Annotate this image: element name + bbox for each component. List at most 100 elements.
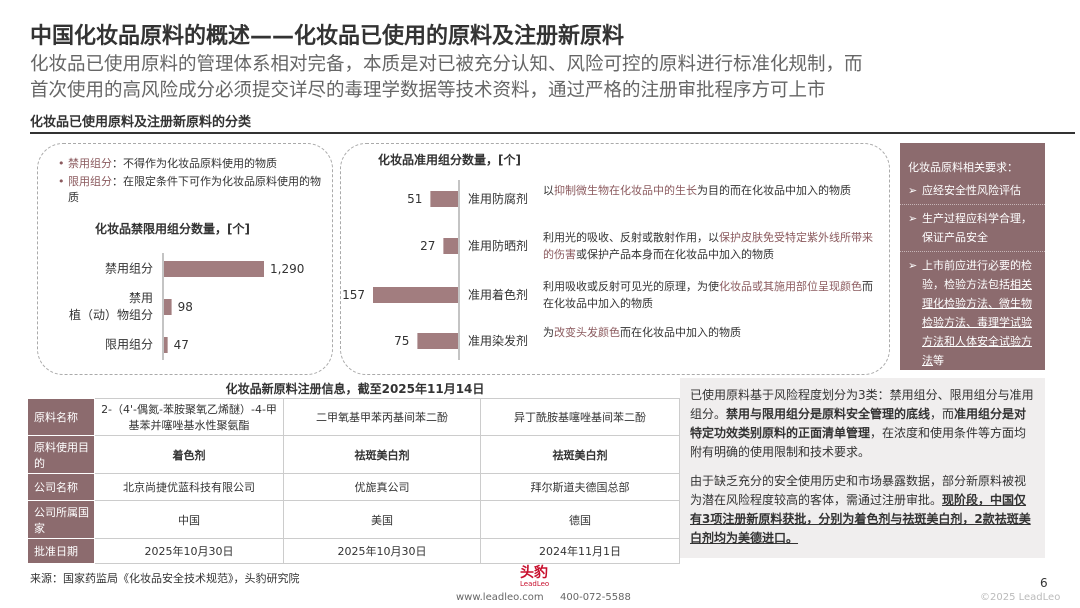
row-label: 原料使用目的 [27, 435, 95, 474]
category-label: 限用组分 [104, 337, 153, 352]
text-segment: 应经安全性风险评估 [922, 184, 1021, 197]
bullet-text: ：在限定条件下可作为化妆品原料使用的物质 [68, 175, 321, 204]
category-label: 禁用 植（动）物组分 [68, 291, 153, 322]
text-segment: 为 [543, 326, 554, 339]
text-segment: 以 [543, 184, 554, 197]
section-title: 化妆品已使用原料及注册新原料的分类 [30, 115, 252, 130]
row-label: 批准日期 [27, 538, 95, 564]
text-segment: 已使用原料基于风险程度划分为3类：禁用组分、限用组分与准用组分。 [690, 388, 1034, 421]
left-panel [37, 143, 333, 375]
text-segment: 抑制微生物在化妆品中的生长 [554, 184, 697, 197]
table-row: 公司名称 北京尚捷优蓝科技有限公司 优旎真公司 拜尔斯道夫德国总部 [27, 473, 680, 501]
text-segment: 等 [933, 354, 944, 367]
table-cell: 中国 [94, 500, 284, 539]
requirement-item: ➢ 生产过程应科学合理，保证产品安全 [900, 209, 1045, 252]
description: 以抑制微生物在化妆品中的生长为目的而在化妆品中加入的物质 [543, 182, 878, 199]
description: 利用吸收或反射可见光的原理，为使化妆品或其施用部位呈现颜色而在化妆品中加入的物质 [543, 278, 878, 312]
table-cell: 祛斑美白剂 [283, 435, 481, 474]
row-label: 公司名称 [27, 473, 95, 501]
value-label: 98 [177, 300, 193, 314]
table-cell: 2-（4'-偶氮-苯胺聚氧乙烯醚）-4-甲基苯并噻唑基水性聚氨酯 [94, 398, 284, 436]
divider [30, 132, 1075, 134]
table-cell: 二甲氧基甲苯丙基间苯二酚 [283, 398, 481, 436]
logo-cn: 头豹 [520, 565, 548, 581]
bar [373, 287, 458, 303]
arrow: ➢ [908, 184, 918, 197]
table-cell: 着色剂 [94, 435, 284, 474]
table-row: 原料名称 2-（4'-偶氮-苯胺聚氧乙烯醚）-4-甲基苯并噻唑基水性聚氨酯 二甲氧基… [27, 398, 680, 436]
text-segment: 准用组分是对特定功效类别原料的正面清单管理 [690, 407, 1027, 440]
table: 原料名称 2-（4'-偶氮-苯胺聚氧乙烯醚）-4-甲基苯并噻唑基水性聚氨酯 二甲氧基… [27, 398, 680, 564]
requirements-panel: 化妆品原料相关要求： ➢ 应经安全性风险评估 ➢ 生产过程应科学合理，保证产品安全 ➢ 上… [900, 143, 1045, 375]
table-cell: 2025年10月30日 [94, 538, 284, 564]
value-label: 75 [394, 334, 410, 348]
row-label: 公司所属国家 [27, 500, 95, 539]
requirement-item: ➢ 应经安全性风险评估 [900, 181, 1045, 205]
text-segment: 为目的而在化妆品中加入的物质 [697, 184, 851, 197]
website: www.leadleo.com [456, 592, 544, 603]
bullet-label: 禁用组分 [68, 157, 112, 170]
text-segment: 而在化妆品中加入的物质 [543, 280, 873, 310]
value-label: 27 [420, 239, 436, 253]
value-label: 157 [342, 288, 365, 302]
text-segment: ，而 [930, 407, 955, 421]
bullet-text: ：不得作为化妆品原料使用的物质 [112, 157, 277, 170]
category-label: 准用防晒剂 [468, 239, 529, 253]
bullet: • 限用组分：在限定条件下可作为化妆品原料使用的物质 [58, 174, 323, 206]
bullet-list: • 禁用组分：不得作为化妆品原料使用的物质 • 限用组分：在限定条件下可作为化妆品原料… [58, 156, 323, 208]
table-row: 原料使用目的 着色剂 祛斑美白剂 祛斑美白剂 [27, 435, 680, 474]
table-cell: 德国 [480, 500, 680, 539]
text-segment: 上市前应进行必要的检验，检验方法包括 [922, 259, 1032, 291]
bullet-label: 限用组分 [68, 175, 112, 188]
text-segment: 改变头发颜色 [554, 326, 620, 339]
table-title: 化妆品新原料注册信息，截至2025年11月14日 [225, 382, 485, 396]
arrow: ➢ [908, 212, 918, 225]
bullet-dot: • [58, 175, 65, 188]
description: 利用光的吸收、反射或散射作用，以保护皮肤免受特定紫外线所带来的伤害或保护产品本身… [543, 229, 878, 263]
paragraph: 已使用原料基于风险程度划分为3类：禁用组分、限用组分与准用组分。禁用与限用组分是… [690, 386, 1035, 462]
summary-panel: 已使用原料基于风险程度划分为3类：禁用组分、限用组分与准用组分。禁用与限用组分是… [680, 378, 1045, 558]
category-label: 准用着色剂 [468, 288, 529, 302]
title: 中国化妆品原料的概述——化妆品已使用的原料及注册新原料 [30, 24, 625, 49]
description: 为改变头发颜色而在化妆品中加入的物质 [543, 324, 878, 341]
text-segment: 由于缺乏充分的安全使用历史和市场暴露数据，部分新原料被视为潜在风险程度较高的客体… [690, 474, 1027, 507]
table-cell: 美国 [283, 500, 481, 539]
table-cell: 北京尚捷优蓝科技有限公司 [94, 473, 284, 501]
text-segment: 保护皮肤免受特定紫外线所带来的伤害 [543, 231, 873, 261]
table-cell: 拜尔斯道夫德国总部 [480, 473, 680, 501]
bullet: • 禁用组分：不得作为化妆品原料使用的物质 [58, 156, 323, 172]
text-segment: 利用吸收或反射可见光的原理，为使 [543, 280, 719, 293]
table-cell: 2025年10月30日 [283, 538, 481, 564]
bullet-dot: • [58, 157, 65, 170]
bar [430, 191, 458, 207]
table-row: 批准日期 2025年10月30日 2025年10月30日 2024年11月1日 [27, 538, 680, 564]
text-segment: 禁用与限用组分是原料安全管理的底线 [726, 407, 931, 421]
requirement-item: ➢ 上市前应进行必要的检验，检验方法包括相关理化检验方法、微生物检验方法、毒理学试… [900, 256, 1045, 375]
value-label: 1,290 [270, 262, 305, 276]
table-cell: 祛斑美白剂 [480, 435, 680, 474]
bar [164, 261, 264, 277]
logo-en: LeadLeo [520, 580, 550, 588]
table-cell: 2024年11月1日 [480, 538, 680, 564]
chart-title: 化妆品准用组分数量，[个] [378, 153, 521, 167]
row-label: 原料名称 [27, 398, 95, 436]
text-segment: 现阶段，中国仅有3项注册新原料获批，分别为着色剂与祛斑美白剂，2款祛斑美白剂均为… [690, 493, 1031, 545]
text-segment: 化妆品或其施用部位呈现颜色 [719, 280, 862, 293]
middle-panel [340, 143, 890, 375]
subtitle-line: 首次使用的高风险成分必须提交详尽的毒理学数据等技术资料，通过严格的注册审批程序方… [30, 80, 826, 101]
bar [443, 238, 458, 254]
value-label: 47 [173, 338, 189, 352]
value-label: 51 [407, 192, 423, 206]
category-label: 禁用组分 [104, 261, 153, 276]
copyright: ©2025 LeadLeo [980, 592, 1061, 603]
bar [164, 299, 172, 315]
subtitle-line: 化妆品已使用原料的管理体系相对完备，本质是对已被充分认知、风险可控的原料进行标准… [30, 54, 863, 75]
text-segment: 生产过程应科学合理，保证产品安全 [922, 212, 1032, 244]
text-segment: 利用光的吸收、反射或散射作用，以 [543, 231, 719, 244]
bar [164, 337, 168, 353]
category-label: 准用防腐剂 [468, 192, 529, 206]
bar [417, 333, 458, 349]
paragraph: 由于缺乏充分的安全使用历史和市场暴露数据，部分新原料被视为潜在风险程度较高的客体… [690, 472, 1035, 548]
